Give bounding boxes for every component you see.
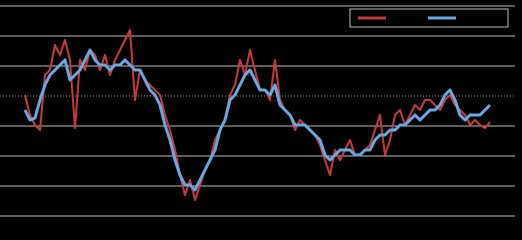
chart — [0, 5, 515, 217]
series-line — [23, 48, 492, 192]
series-line — [24, 29, 491, 201]
page: {"chart_data": {"type": "line", "ylim": … — [0, 5, 515, 217]
